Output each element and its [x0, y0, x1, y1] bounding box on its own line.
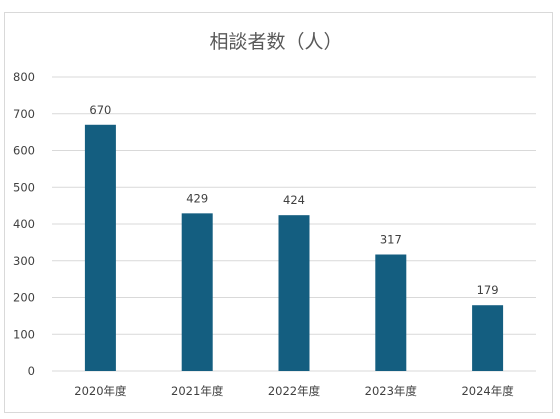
y-tick-label: 300 [13, 254, 35, 268]
bar-2020年度 [84, 124, 116, 372]
chart-title: 相談者数（人） [209, 31, 342, 53]
y-tick-label: 600 [13, 144, 35, 158]
data-label: 424 [283, 193, 305, 207]
x-tick-label: 2020年度 [74, 384, 127, 398]
bar-2024年度 [472, 305, 504, 371]
data-label: 670 [89, 103, 111, 117]
y-tick-label: 200 [13, 291, 35, 305]
data-label: 429 [186, 191, 208, 205]
x-axis-ticks: 2020年度 2021年度 2022年度 2023年度 2024年度 [74, 384, 514, 398]
x-tick-label: 2022年度 [268, 384, 321, 398]
data-labels: 670 429 424 317 179 [89, 103, 498, 297]
y-tick-label: 0 [28, 364, 35, 378]
gridlines [52, 76, 536, 372]
x-tick-label: 2024年度 [461, 384, 514, 398]
y-tick-label: 500 [13, 180, 35, 194]
data-label: 317 [380, 233, 402, 247]
data-label: 179 [477, 283, 499, 297]
x-tick-label: 2023年度 [365, 384, 418, 398]
y-tick-label: 100 [13, 327, 35, 341]
bar-2021年度 [181, 213, 213, 371]
x-tick-label: 2021年度 [171, 384, 224, 398]
y-tick-label: 800 [13, 70, 35, 84]
y-tick-label: 700 [13, 107, 35, 121]
bar-2022年度 [278, 215, 310, 371]
y-axis-ticks: 0 100 200 300 400 500 600 700 800 [13, 70, 35, 378]
y-tick-label: 400 [13, 217, 35, 231]
bar-2023年度 [375, 254, 407, 371]
bars [84, 124, 504, 372]
